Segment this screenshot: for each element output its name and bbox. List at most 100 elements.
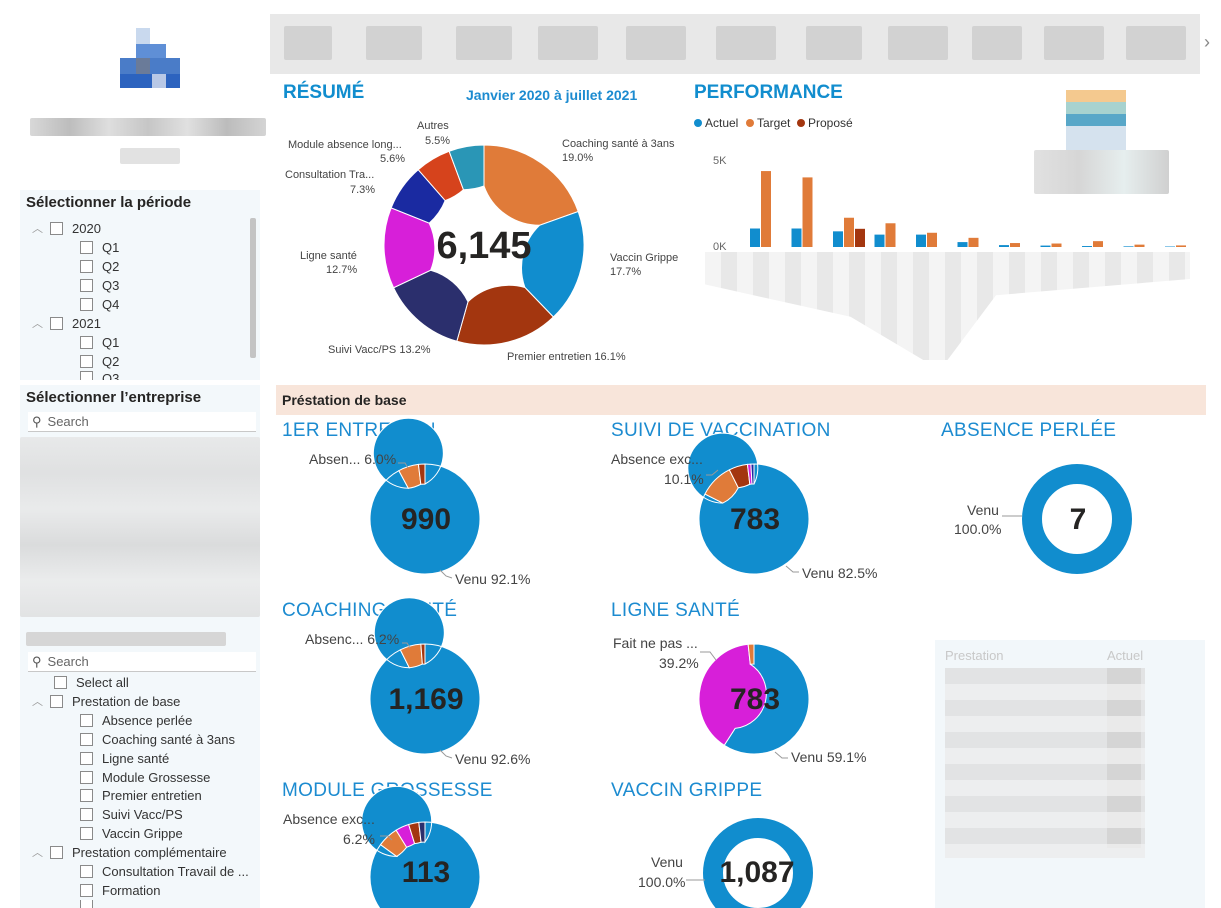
page-tab[interactable] (456, 26, 512, 60)
kpi-k4-slice[interactable] (420, 643, 426, 665)
checkbox[interactable] (80, 826, 93, 840)
perf-bar-target[interactable] (1010, 243, 1020, 247)
kpi-k1-slice[interactable] (417, 463, 426, 485)
page-tab[interactable] (716, 26, 776, 60)
quarter-row[interactable]: Q2 (80, 352, 119, 370)
page-tab[interactable] (366, 26, 422, 60)
checkbox[interactable] (50, 316, 63, 330)
item-row[interactable]: Suivi Vacc/PS (80, 805, 183, 823)
perf-bar-actuel[interactable] (1123, 246, 1134, 247)
perf-bar-target[interactable] (802, 177, 813, 247)
checkbox[interactable] (80, 354, 93, 368)
perf-bar-actuel[interactable] (999, 245, 1009, 247)
checkbox[interactable] (80, 278, 93, 292)
page-tab[interactable] (806, 26, 862, 60)
perf-bar-target[interactable] (1093, 241, 1103, 247)
perf-bar-target[interactable] (1051, 243, 1062, 247)
checkbox[interactable] (54, 675, 67, 689)
item-row[interactable]: Absence perlée (80, 711, 192, 729)
period-scrollbar[interactable] (250, 218, 256, 358)
page-tab[interactable] (538, 26, 598, 60)
prestation-search-input[interactable]: ⚲ Search (28, 652, 256, 672)
page-tab[interactable] (1126, 26, 1186, 60)
checkbox[interactable] (80, 900, 93, 908)
year-2021-row[interactable]: ︿ 2021 (32, 314, 101, 332)
collapse-icon[interactable]: ︿ (32, 847, 43, 859)
item-row[interactable]: Vaccin Grippe (80, 824, 183, 842)
quarter-row[interactable]: Q4 (80, 295, 119, 313)
group-row[interactable]: ︿ Prestation de base (32, 692, 180, 710)
checkbox[interactable] (50, 694, 63, 708)
perf-bar-actuel[interactable] (750, 228, 760, 247)
collapse-icon[interactable]: ︿ (32, 318, 43, 330)
perf-bar-actuel[interactable] (916, 234, 926, 247)
checkbox[interactable] (80, 883, 93, 897)
checkbox[interactable] (80, 807, 93, 821)
checkbox[interactable] (80, 732, 93, 746)
quarter-row[interactable]: Q3 (80, 276, 119, 294)
page-tab[interactable] (972, 26, 1022, 60)
quarter-row[interactable]: Q2 (80, 257, 119, 275)
page-tab[interactable] (626, 26, 686, 60)
kpi-k2-slice[interactable] (750, 463, 755, 485)
perf-bar-target[interactable] (927, 232, 937, 247)
perf-bar-actuel[interactable] (833, 231, 843, 247)
kpi-k1-slice[interactable] (398, 463, 422, 489)
group-row[interactable]: ︿ Prestation complémentaire (32, 843, 227, 861)
perf-bar-target[interactable] (968, 237, 979, 247)
checkbox[interactable] (80, 259, 93, 273)
checkbox[interactable] (80, 788, 93, 802)
perf-bar-target[interactable] (761, 171, 771, 247)
checkbox[interactable] (80, 240, 93, 254)
checkbox[interactable] (80, 297, 93, 311)
kpi-k2-slice[interactable] (704, 469, 739, 504)
page-tab[interactable] (888, 26, 948, 60)
perf-bar-actuel[interactable] (1040, 245, 1051, 247)
item-row[interactable]: Coaching santé à 3ans (80, 730, 235, 748)
perf-bar-proposé[interactable] (855, 228, 865, 247)
checkbox[interactable] (80, 864, 93, 878)
select-all-row[interactable]: Select all (54, 673, 129, 691)
checkbox[interactable] (80, 751, 93, 765)
kpi-k4-slice[interactable] (399, 643, 423, 669)
kpi-k6-slice[interactable] (408, 821, 422, 845)
perf-bar-actuel[interactable] (1082, 246, 1092, 247)
checkbox[interactable] (50, 845, 63, 859)
checkbox[interactable] (80, 371, 93, 380)
kpi-k5-slice[interactable] (747, 643, 755, 665)
quarter-row[interactable]: Q1 (80, 333, 119, 351)
page-tab[interactable] (1044, 26, 1104, 60)
year-2020-row[interactable]: ︿ 2020 (32, 219, 101, 237)
page-tab[interactable] (284, 26, 332, 60)
checkbox[interactable] (50, 221, 63, 235)
checkbox[interactable] (80, 770, 93, 784)
item-row[interactable] (80, 900, 102, 908)
perf-bar-actuel[interactable] (957, 242, 968, 247)
company-list[interactable] (20, 437, 260, 617)
kpi-k2-slice[interactable] (746, 463, 753, 485)
kpi-k6-slice[interactable] (379, 829, 408, 858)
item-row[interactable]: Formation (80, 881, 161, 899)
item-row[interactable]: Module Grossesse (80, 768, 210, 786)
kpi-k6-slice[interactable] (395, 823, 416, 848)
company-search-input[interactable]: ⚲ Search (28, 412, 256, 432)
checkbox[interactable] (80, 335, 93, 349)
kpi-k2-slice[interactable] (728, 463, 751, 489)
perf-bar-actuel[interactable] (791, 228, 802, 247)
quarter-row[interactable]: Q3 (80, 371, 119, 380)
item-row[interactable]: Premier entretien (80, 786, 202, 804)
collapse-icon[interactable]: ︿ (32, 696, 43, 708)
perf-bar-target[interactable] (1134, 244, 1145, 247)
checkbox[interactable] (80, 713, 93, 727)
resume-slice[interactable] (448, 144, 485, 191)
collapse-icon[interactable]: ︿ (32, 223, 43, 235)
quarter-row[interactable]: Q1 (80, 238, 119, 256)
perf-bar-target[interactable] (1176, 245, 1186, 247)
item-row[interactable]: Consultation Travail de ... (80, 862, 249, 880)
kpi-k6-slice[interactable] (418, 821, 426, 843)
perf-bar-target[interactable] (844, 217, 854, 247)
item-row[interactable]: Ligne santé (80, 749, 169, 767)
chevron-right-icon[interactable]: › (1204, 32, 1210, 52)
perf-bar-actuel[interactable] (874, 234, 885, 247)
perf-bar-target[interactable] (885, 223, 896, 247)
